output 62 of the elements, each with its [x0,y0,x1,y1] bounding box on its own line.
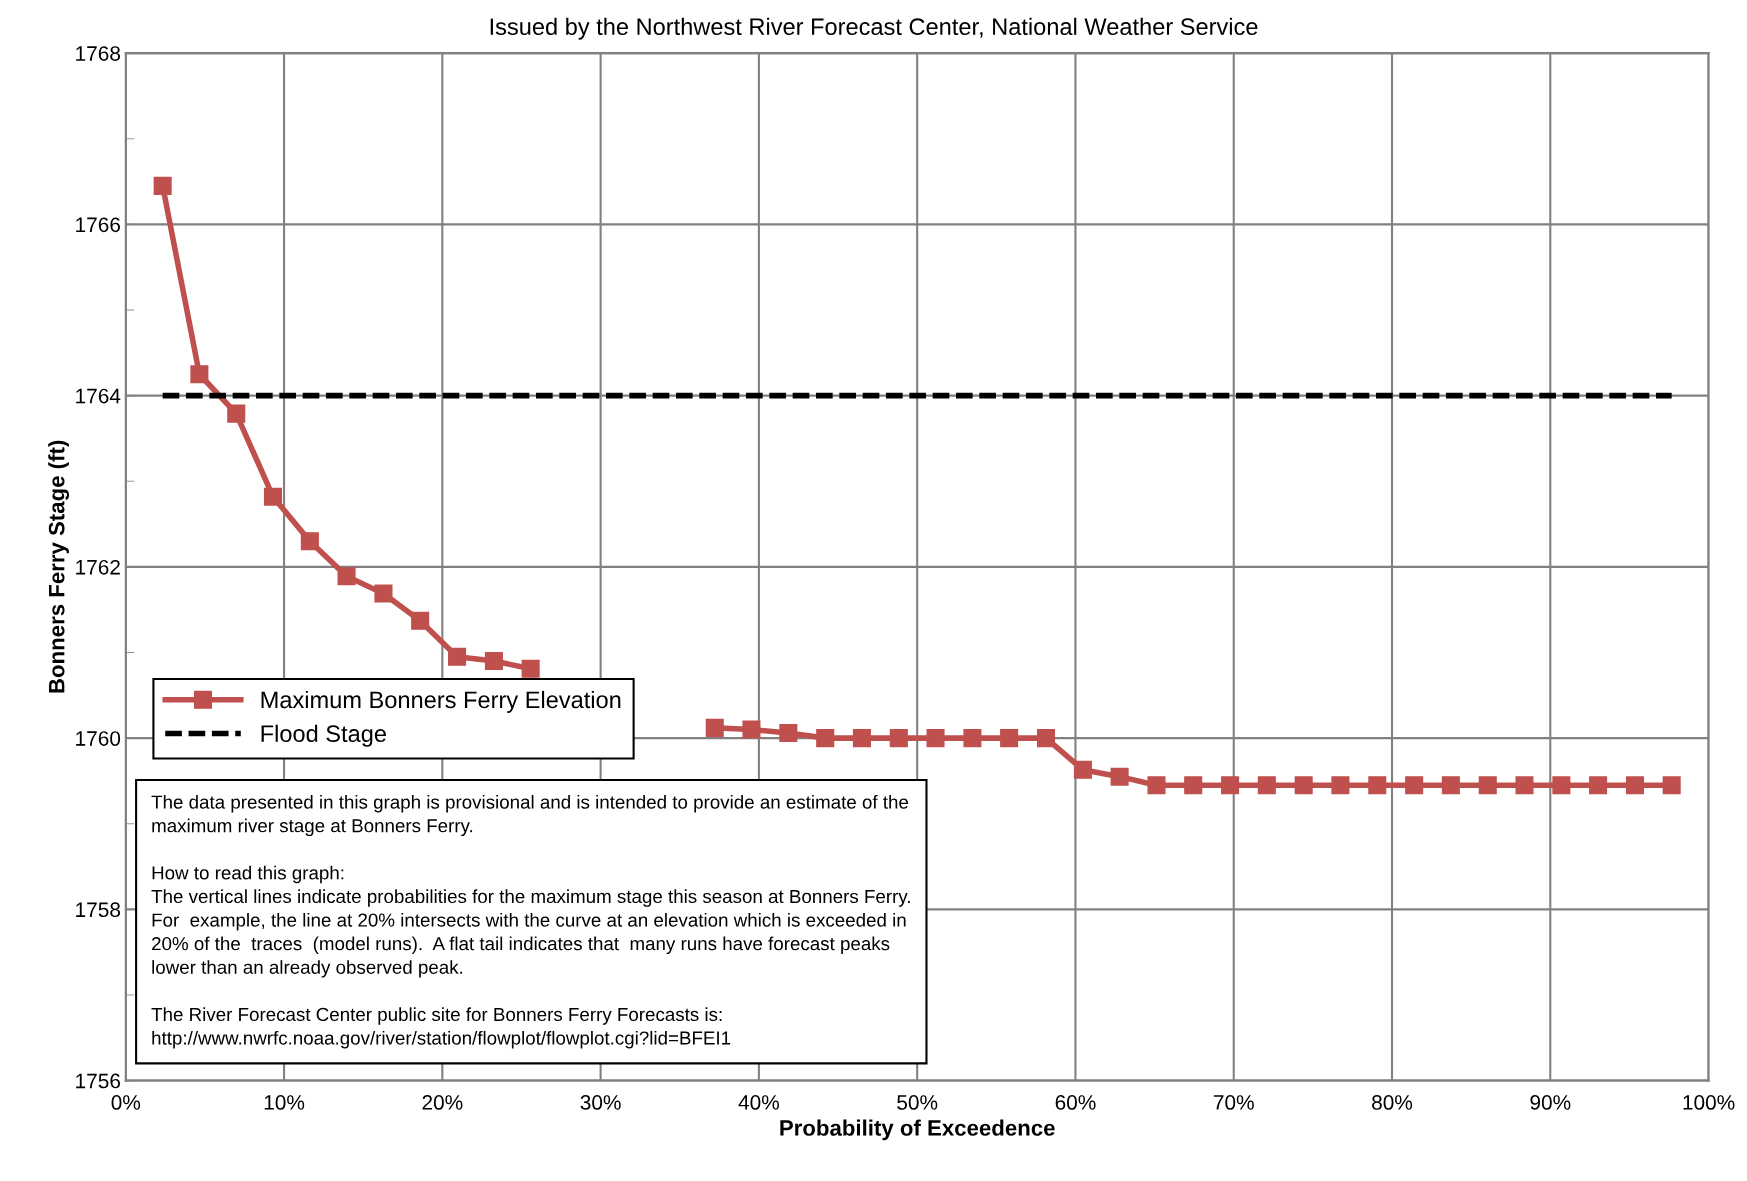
point [263,487,283,506]
point [1552,776,1571,795]
x-tick-label: 20% [422,1095,463,1110]
point [1257,776,1276,795]
point [374,584,393,603]
point [742,720,761,739]
point [1625,776,1645,795]
x-tick-label: 80% [1372,1095,1413,1110]
point [448,647,467,666]
y-tick-label: 1758 [76,902,121,918]
point [1331,776,1350,795]
point [227,404,246,423]
point [1073,760,1092,779]
point [705,718,724,737]
y-tick-label: 1762 [76,559,120,575]
point [1294,776,1313,795]
point [1147,776,1166,795]
point [1662,776,1681,795]
y-axis-title: Bonners Ferry Stage (ft) [48,440,70,693]
x-tick-label: 40% [738,1095,780,1110]
legend-label: Flood Stage [261,724,386,747]
x-tick-label: 90% [1530,1095,1571,1110]
x-tick-label: 70% [1213,1095,1254,1110]
point [1036,729,1056,748]
point [190,365,209,384]
x-tick-label: 0% [111,1095,141,1110]
point [1405,776,1424,795]
point [1000,729,1019,748]
point [153,176,172,195]
legend-label: Maximum Bonners Ferry Elevation [261,690,621,713]
chart-title: Issued by the Northwest River Forecast Center, National Weather Service [490,17,1258,40]
y-tick-label: 1760 [76,731,121,746]
point [816,729,835,748]
point [852,729,871,748]
y-tick-label: 1764 [76,388,121,404]
point [521,659,540,678]
point [1221,776,1240,795]
point [300,532,319,551]
x-tick-label: 10% [264,1095,305,1110]
x-tick-label: 50% [897,1095,938,1110]
point [963,729,982,748]
point [411,611,430,630]
y-tick-label: 1756 [76,1073,121,1089]
point [1589,776,1608,795]
point [889,729,908,748]
point [1368,776,1387,795]
point [779,723,798,743]
x-tick-label: 60% [1055,1095,1096,1110]
point [1110,767,1129,786]
x-axis-title: Probability of Exceedence [780,1119,1055,1141]
y-tick-label: 1766 [76,217,121,233]
x-tick-label: 100% [1683,1095,1735,1110]
point [484,652,503,671]
point [926,729,945,748]
point [1478,776,1497,795]
point [1515,776,1534,795]
y-tick-label: 1768 [76,46,121,61]
x-tick-label: 30% [580,1095,621,1110]
point [1441,776,1460,795]
point [337,567,356,586]
point [1184,776,1203,795]
text: The data presented in this graph is provisional and is intended to provide an estimate of the maximum river stage at Bonners Ferry. How to read this graph: The vertical lines indicate probabilities for the maximum stage this season at Bonners Ferry. For example, the line at 20% intersects with the curve at an elevation which is exceeded in 20% of the traces (model runs). A flat tail indicates that many runs have forecast peaks lower than an already observed peak. The River Forecast Center public site for Bonners Ferry Forecasts is: http://www.nwrfc.noaa.gov/river/station/flowplot/flowplot.cgi?lid=BFEI1 [151,794,910,1049]
